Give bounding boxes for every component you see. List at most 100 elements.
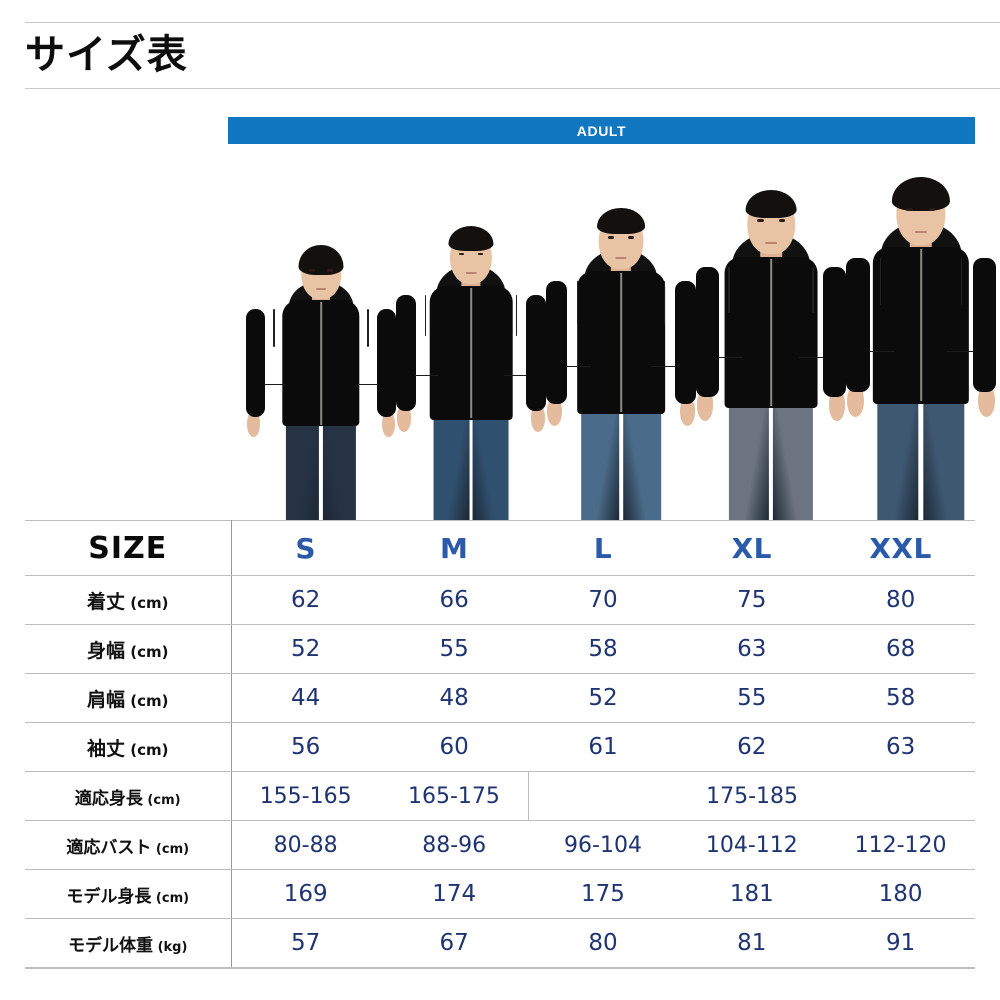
size-header-s: S <box>231 520 380 576</box>
drawcord <box>960 258 963 305</box>
row-label-text: 着丈 <box>87 590 126 613</box>
table-row: 適応身長 (cm) 155-165 165-175 175-185 <box>25 771 975 821</box>
header-rule-bottom <box>25 88 1000 89</box>
table-row: 肩幅 (cm) 44 48 52 55 58 <box>25 673 975 723</box>
pocket <box>566 365 591 367</box>
table-row: モデル体重 (kg) 57 67 80 81 91 <box>25 918 975 969</box>
hair <box>448 226 494 252</box>
drawcord <box>663 281 666 325</box>
zipper <box>470 287 472 419</box>
model-figure <box>696 164 846 520</box>
sleeve <box>972 257 996 393</box>
cell-value: 52 <box>231 624 380 674</box>
pocket <box>503 374 527 376</box>
hand <box>547 397 563 427</box>
drawcord <box>812 267 814 313</box>
cell-value: 61 <box>528 722 678 772</box>
eye <box>327 269 333 272</box>
eye <box>928 208 936 211</box>
zipper <box>620 273 622 412</box>
drawcord <box>273 309 275 348</box>
drawcord <box>728 267 730 313</box>
mouth <box>765 241 777 244</box>
page-header: サイズ表 <box>0 0 1000 92</box>
eye <box>309 269 315 272</box>
cell-value: 62 <box>231 575 380 625</box>
size-header-xxl: XXL <box>826 520 975 576</box>
eye <box>628 236 635 239</box>
cell-value: 63 <box>677 624 827 674</box>
hand <box>530 404 545 432</box>
row-label-text: 身幅 <box>87 639 126 662</box>
drawcord <box>576 281 579 325</box>
eye <box>757 219 764 222</box>
drawcord <box>424 295 427 336</box>
row-label-unit: (cm) <box>125 691 169 710</box>
cell-value: 155-165 <box>231 771 380 821</box>
cell-value: 58 <box>528 624 678 674</box>
hair <box>891 177 951 211</box>
cell-value: 56 <box>231 722 380 772</box>
eye <box>607 236 614 239</box>
table-row: 袖丈 (cm) 56 60 61 62 63 <box>25 722 975 772</box>
row-label-unit: (cm) <box>151 841 190 857</box>
table-header-row: SIZE S M L XL XXL <box>25 520 975 576</box>
model-figure <box>396 203 546 520</box>
cell-value: 91 <box>826 918 975 969</box>
cell-value: 55 <box>379 624 529 674</box>
pocket <box>868 350 896 352</box>
jeans <box>581 405 661 520</box>
hair <box>745 189 797 218</box>
cell-value: 80 <box>826 575 975 625</box>
size-header-xl: XL <box>677 520 827 576</box>
pocket <box>651 365 676 367</box>
cell-value: 44 <box>231 673 380 723</box>
pocket <box>798 356 825 358</box>
pocket <box>415 374 439 376</box>
cell-value: 81 <box>677 918 827 969</box>
row-label: 適応身長 (cm) <box>25 771 232 821</box>
eye <box>477 252 484 255</box>
sleeve <box>396 295 417 411</box>
mouth <box>316 287 326 290</box>
pocket <box>264 383 286 385</box>
cell-value: 96-104 <box>528 820 678 870</box>
sleeve <box>546 281 568 404</box>
eye <box>778 219 786 222</box>
sleeve <box>246 309 265 418</box>
cell-value: 67 <box>379 918 529 969</box>
row-label-text: 適応バスト <box>66 837 152 858</box>
drawcord <box>515 295 518 336</box>
table-row: 適応バスト (cm) 80-88 88-96 96-104 104-112 112-120 <box>25 820 975 870</box>
row-label: 肩幅 (cm) <box>25 673 232 723</box>
cell-value: 60 <box>379 722 529 772</box>
row-label-unit: (cm) <box>125 593 169 612</box>
zipper <box>920 249 922 402</box>
row-label-unit: (kg) <box>153 939 188 955</box>
sleeve <box>674 281 696 404</box>
table-row: 着丈 (cm) 62 66 70 75 80 <box>25 575 975 625</box>
jeans <box>433 412 509 520</box>
row-label: 袖丈 (cm) <box>25 722 232 772</box>
hair <box>298 244 344 276</box>
cell-value: 169 <box>231 869 380 919</box>
cell-value: 80 <box>528 918 678 969</box>
hand <box>847 385 864 417</box>
cell-value: 165-175 <box>379 771 529 821</box>
row-label-unit: (cm) <box>125 740 169 759</box>
row-label-unit: (cm) <box>151 890 190 906</box>
row-label-unit: (cm) <box>125 642 169 661</box>
sleeve <box>696 267 719 397</box>
row-label-text: モデル身長 <box>66 886 152 907</box>
pocket <box>356 383 378 385</box>
pocket <box>946 350 974 352</box>
size-header-label: SIZE <box>25 520 232 576</box>
model-figure <box>246 223 396 520</box>
row-label-text: 袖丈 <box>87 737 126 760</box>
row-label: 適応バスト (cm) <box>25 820 232 870</box>
row-label-text: モデル体重 <box>68 935 154 956</box>
size-header-l: L <box>528 520 678 576</box>
size-chart-table: SIZE S M L XL XXL 着丈 (cm) 62 66 70 75 80 身幅 (c… <box>25 520 975 969</box>
cell-value: 175 <box>528 869 678 919</box>
size-header-m: M <box>379 520 529 576</box>
